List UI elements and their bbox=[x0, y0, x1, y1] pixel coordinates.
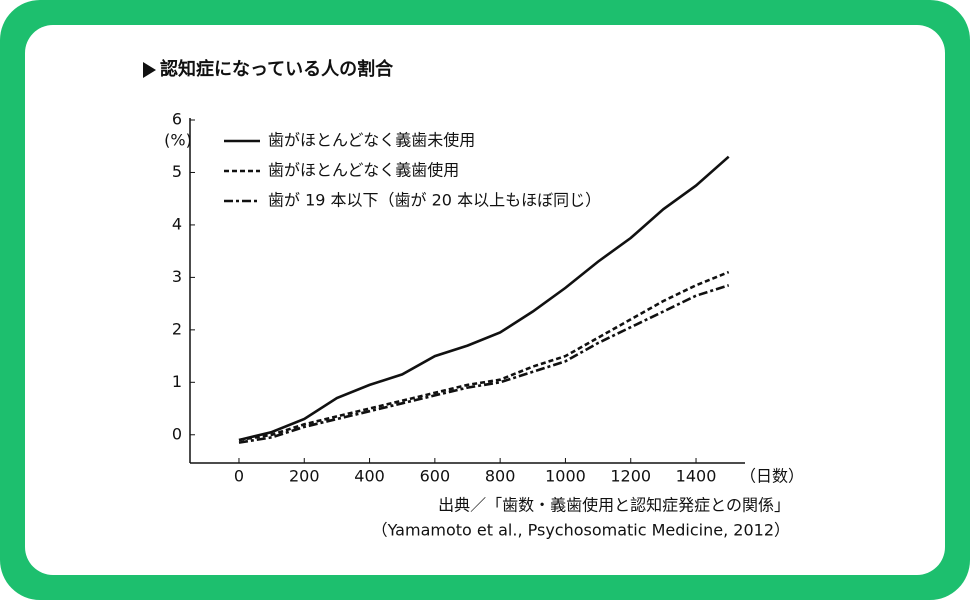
x-unit: （日数） bbox=[740, 467, 804, 486]
title-marker bbox=[143, 62, 156, 78]
y-tick-label: 2 bbox=[172, 319, 182, 338]
source-line: 出典／「歯数・義歯使用と認知症発症との関係」 bbox=[438, 496, 790, 515]
x-tick-label: 600 bbox=[420, 467, 451, 486]
series-line bbox=[238, 270, 730, 442]
legend-label: 歯がほとんどなく義歯未使用 bbox=[268, 131, 475, 150]
y-tick-label: 6 bbox=[172, 110, 182, 129]
x-tick-label: 400 bbox=[354, 467, 385, 486]
y-tick-label: 3 bbox=[172, 267, 182, 286]
x-tick-label: 0 bbox=[234, 467, 244, 486]
x-tick-label: 200 bbox=[289, 467, 320, 486]
y-tick-label: 1 bbox=[172, 372, 182, 391]
y-tick-label: 5 bbox=[172, 162, 182, 181]
x-tick-label: 1200 bbox=[610, 467, 651, 486]
source-line: （Yamamoto et al., Psychosomatic Medicine… bbox=[372, 521, 790, 540]
x-tick-label: 1000 bbox=[545, 467, 586, 486]
legend-label: 歯がほとんどなく義歯使用 bbox=[268, 161, 459, 180]
series-line bbox=[238, 155, 730, 442]
y-tick-label: 0 bbox=[172, 424, 182, 443]
panel bbox=[25, 25, 945, 575]
y-unit: (%) bbox=[164, 131, 192, 150]
x-tick-label: 800 bbox=[485, 467, 516, 486]
series-line bbox=[238, 284, 730, 444]
chart-title: 認知症になっている人の割合 bbox=[160, 58, 394, 80]
legend-label: 歯が 19 本以下（歯が 20 本以上もほぼ同じ） bbox=[268, 191, 601, 210]
x-tick-label: 1400 bbox=[676, 467, 717, 486]
y-tick-label: 4 bbox=[172, 214, 182, 233]
